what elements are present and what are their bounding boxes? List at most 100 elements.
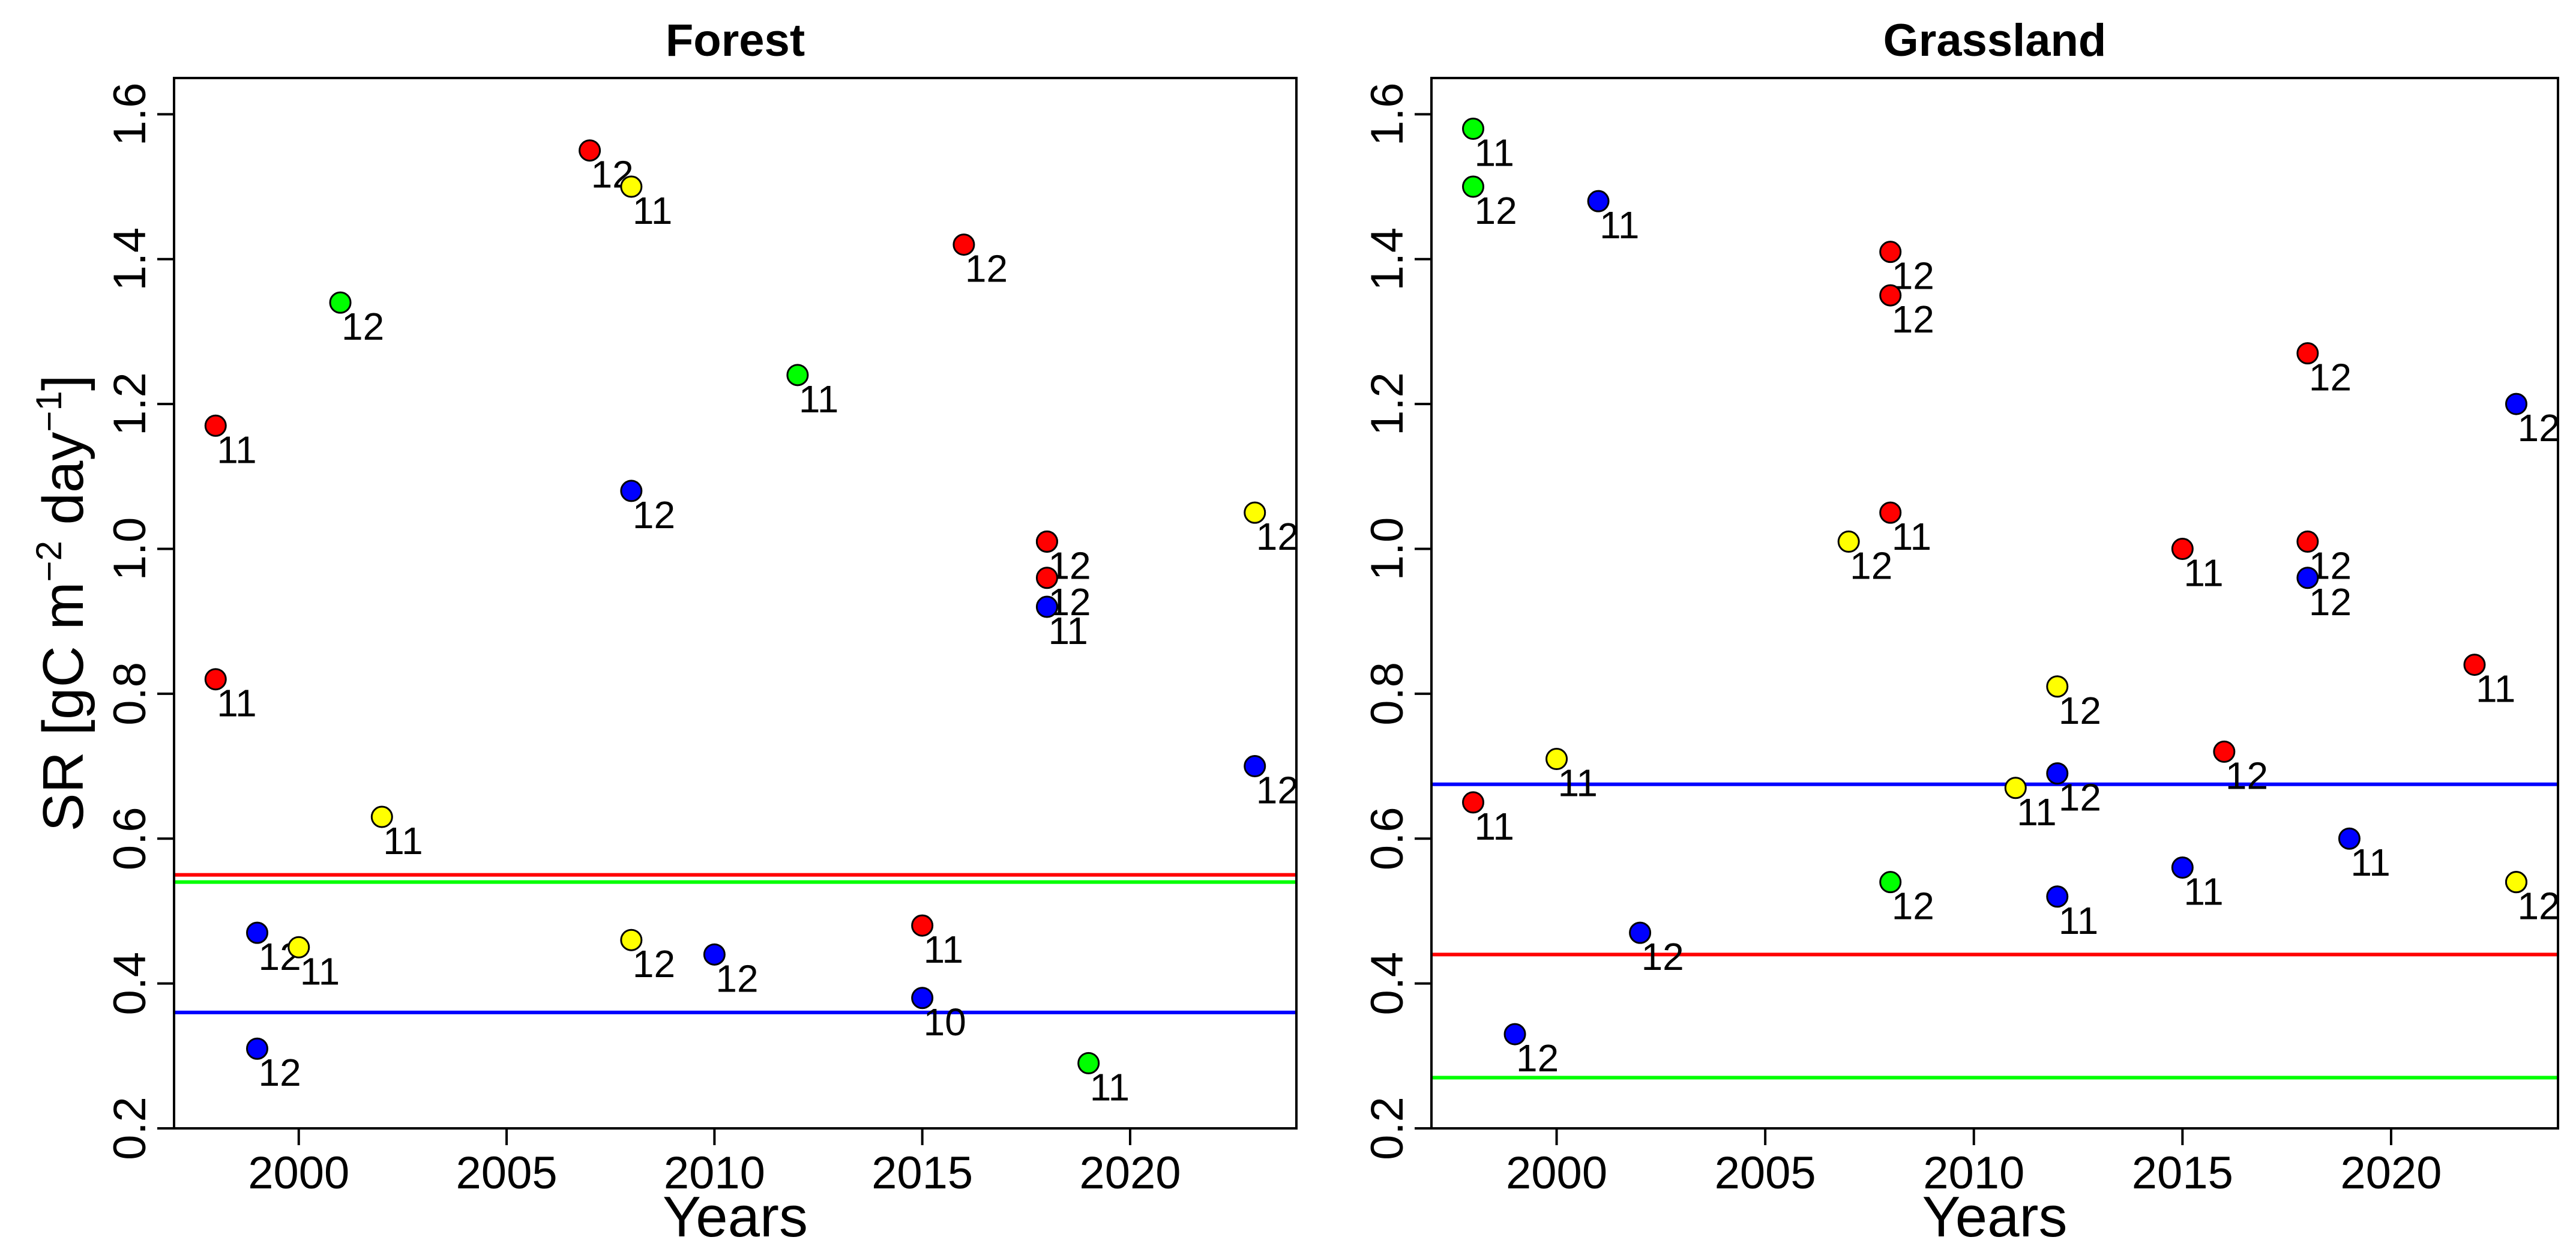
data-point-blue [2171, 856, 2194, 879]
x-tick-label: 2010 [1923, 1148, 2024, 1199]
point-label: 11 [2476, 667, 2515, 711]
point-label: 11 [1558, 761, 1598, 804]
data-point-red [952, 233, 975, 256]
point-label: 12 [342, 305, 384, 348]
data-point-yellow [2505, 871, 2527, 894]
data-point-red [1035, 567, 1058, 589]
point-label: 12 [2225, 754, 2268, 797]
plot-frame [173, 77, 1298, 1130]
point-label: 11 [1475, 805, 1514, 848]
data-point-yellow [1545, 747, 1568, 770]
x-tick-label: 2015 [871, 1148, 973, 1199]
y-axis-label-end: ] [31, 375, 95, 391]
data-point-red [2171, 537, 2194, 560]
y-tick-label: 1.4 [1362, 227, 1413, 291]
y-tick-label: 0.4 [104, 952, 155, 1016]
y-tick-label: 0.8 [104, 662, 155, 726]
y-tick-label: 1.4 [104, 227, 155, 291]
point-label: 12 [1642, 935, 1684, 978]
data-point-yellow [620, 175, 643, 198]
point-label: 12 [2309, 356, 2352, 399]
x-tick-label: 2020 [2340, 1148, 2442, 1199]
forest-panel: Forest 2000 2005 2010 2015 2020 0.2 0.4 0.6 0.8 1.… [104, 15, 1299, 1249]
x-tick-label: 2005 [1715, 1148, 1816, 1199]
point-label: 11 [2183, 870, 2223, 913]
point-label: 12 [1892, 298, 1934, 341]
y-tick-label: 0.6 [1362, 807, 1413, 870]
point-label: 11 [2017, 790, 2056, 834]
point-label: 11 [924, 928, 963, 971]
data-point-red [2296, 342, 2319, 365]
point-label: 12 [965, 247, 1008, 290]
data-point-green [1879, 871, 1902, 894]
point-label: 11 [383, 819, 423, 862]
x-tick-label: 2020 [1079, 1148, 1181, 1199]
point-label: 11 [1048, 609, 1088, 652]
data-point-red [204, 414, 227, 437]
data-point-red [1879, 284, 1902, 307]
x-tick-label: 2015 [2132, 1148, 2233, 1199]
y-tick-label: 1.0 [104, 517, 155, 581]
point-label: 12 [633, 942, 675, 986]
y-tick-label: 0.6 [104, 807, 155, 870]
point-label: 11 [1892, 515, 1931, 558]
point-label: 11 [2350, 841, 2390, 884]
panel-title: Grassland [1883, 15, 2107, 66]
data-point-blue [2505, 393, 2527, 415]
data-point-yellow [370, 805, 393, 828]
point-label: 12 [1256, 515, 1299, 558]
point-label: 11 [799, 378, 838, 421]
point-label: 11 [300, 950, 340, 993]
point-label: 11 [2059, 899, 2098, 942]
data-point-blue [2338, 827, 2361, 850]
y-axis-label-sup1: −2 [29, 541, 69, 582]
data-point-yellow [1244, 501, 1266, 524]
point-label: 12 [1475, 189, 1517, 232]
data-point-red [2296, 530, 2319, 553]
point-label: 10 [924, 1001, 966, 1044]
point-label: 12 [1850, 544, 1892, 587]
y-tick-label: 0.4 [1362, 952, 1413, 1016]
data-point-blue [1587, 190, 1610, 212]
y-axis-label-main: SR [gC m [31, 582, 95, 831]
data-point-blue [246, 921, 269, 944]
x-axis-label: Years [1922, 1185, 2068, 1249]
point-label: 11 [217, 682, 256, 725]
y-axis-label-sup2: −1 [29, 391, 69, 432]
x-tick-label: 2000 [248, 1148, 349, 1199]
data-point-blue [703, 943, 726, 966]
panel-title: Forest [666, 15, 805, 66]
x-tick-label: 2010 [664, 1148, 765, 1199]
data-point-red [579, 139, 601, 162]
point-label: 11 [2183, 551, 2223, 594]
y-tick-label: 1.6 [1362, 83, 1413, 146]
point-label: 12 [715, 957, 758, 1000]
data-point-blue [2046, 762, 2069, 785]
data-point-red [204, 668, 227, 691]
data-point-blue [1503, 1023, 1526, 1046]
point-label: 12 [2059, 689, 2101, 732]
point-label: 12 [1892, 885, 1934, 928]
data-point-red [1879, 241, 1902, 263]
data-point-blue [1629, 921, 1652, 944]
point-label: 11 [633, 189, 672, 232]
data-point-yellow [1837, 530, 1860, 553]
data-point-green [1462, 175, 1485, 198]
data-point-blue [1244, 755, 1266, 778]
data-point-blue [1035, 595, 1058, 618]
data-point-red [911, 914, 934, 937]
point-label: 12 [1516, 1037, 1559, 1080]
y-tick-label: 1.2 [104, 372, 155, 436]
data-point-green [786, 364, 809, 387]
y-tick-label: 1.2 [1362, 372, 1413, 436]
y-tick-label: 1.0 [1362, 517, 1413, 581]
grassland-panel: Grassland 2000 2005 2010 2015 2020 0.2 0.4 0.6 0.… [1362, 15, 2560, 1249]
point-label: 11 [1090, 1065, 1130, 1109]
y-axis-label-mid: day [31, 432, 95, 541]
data-point-green [1462, 117, 1485, 140]
data-point-red [1879, 501, 1902, 524]
data-point-blue [620, 480, 643, 502]
y-tick-label: 1.6 [104, 83, 155, 146]
data-point-yellow [2004, 777, 2027, 799]
y-axis-label: SR [gC m−2 day−1] [29, 375, 95, 831]
